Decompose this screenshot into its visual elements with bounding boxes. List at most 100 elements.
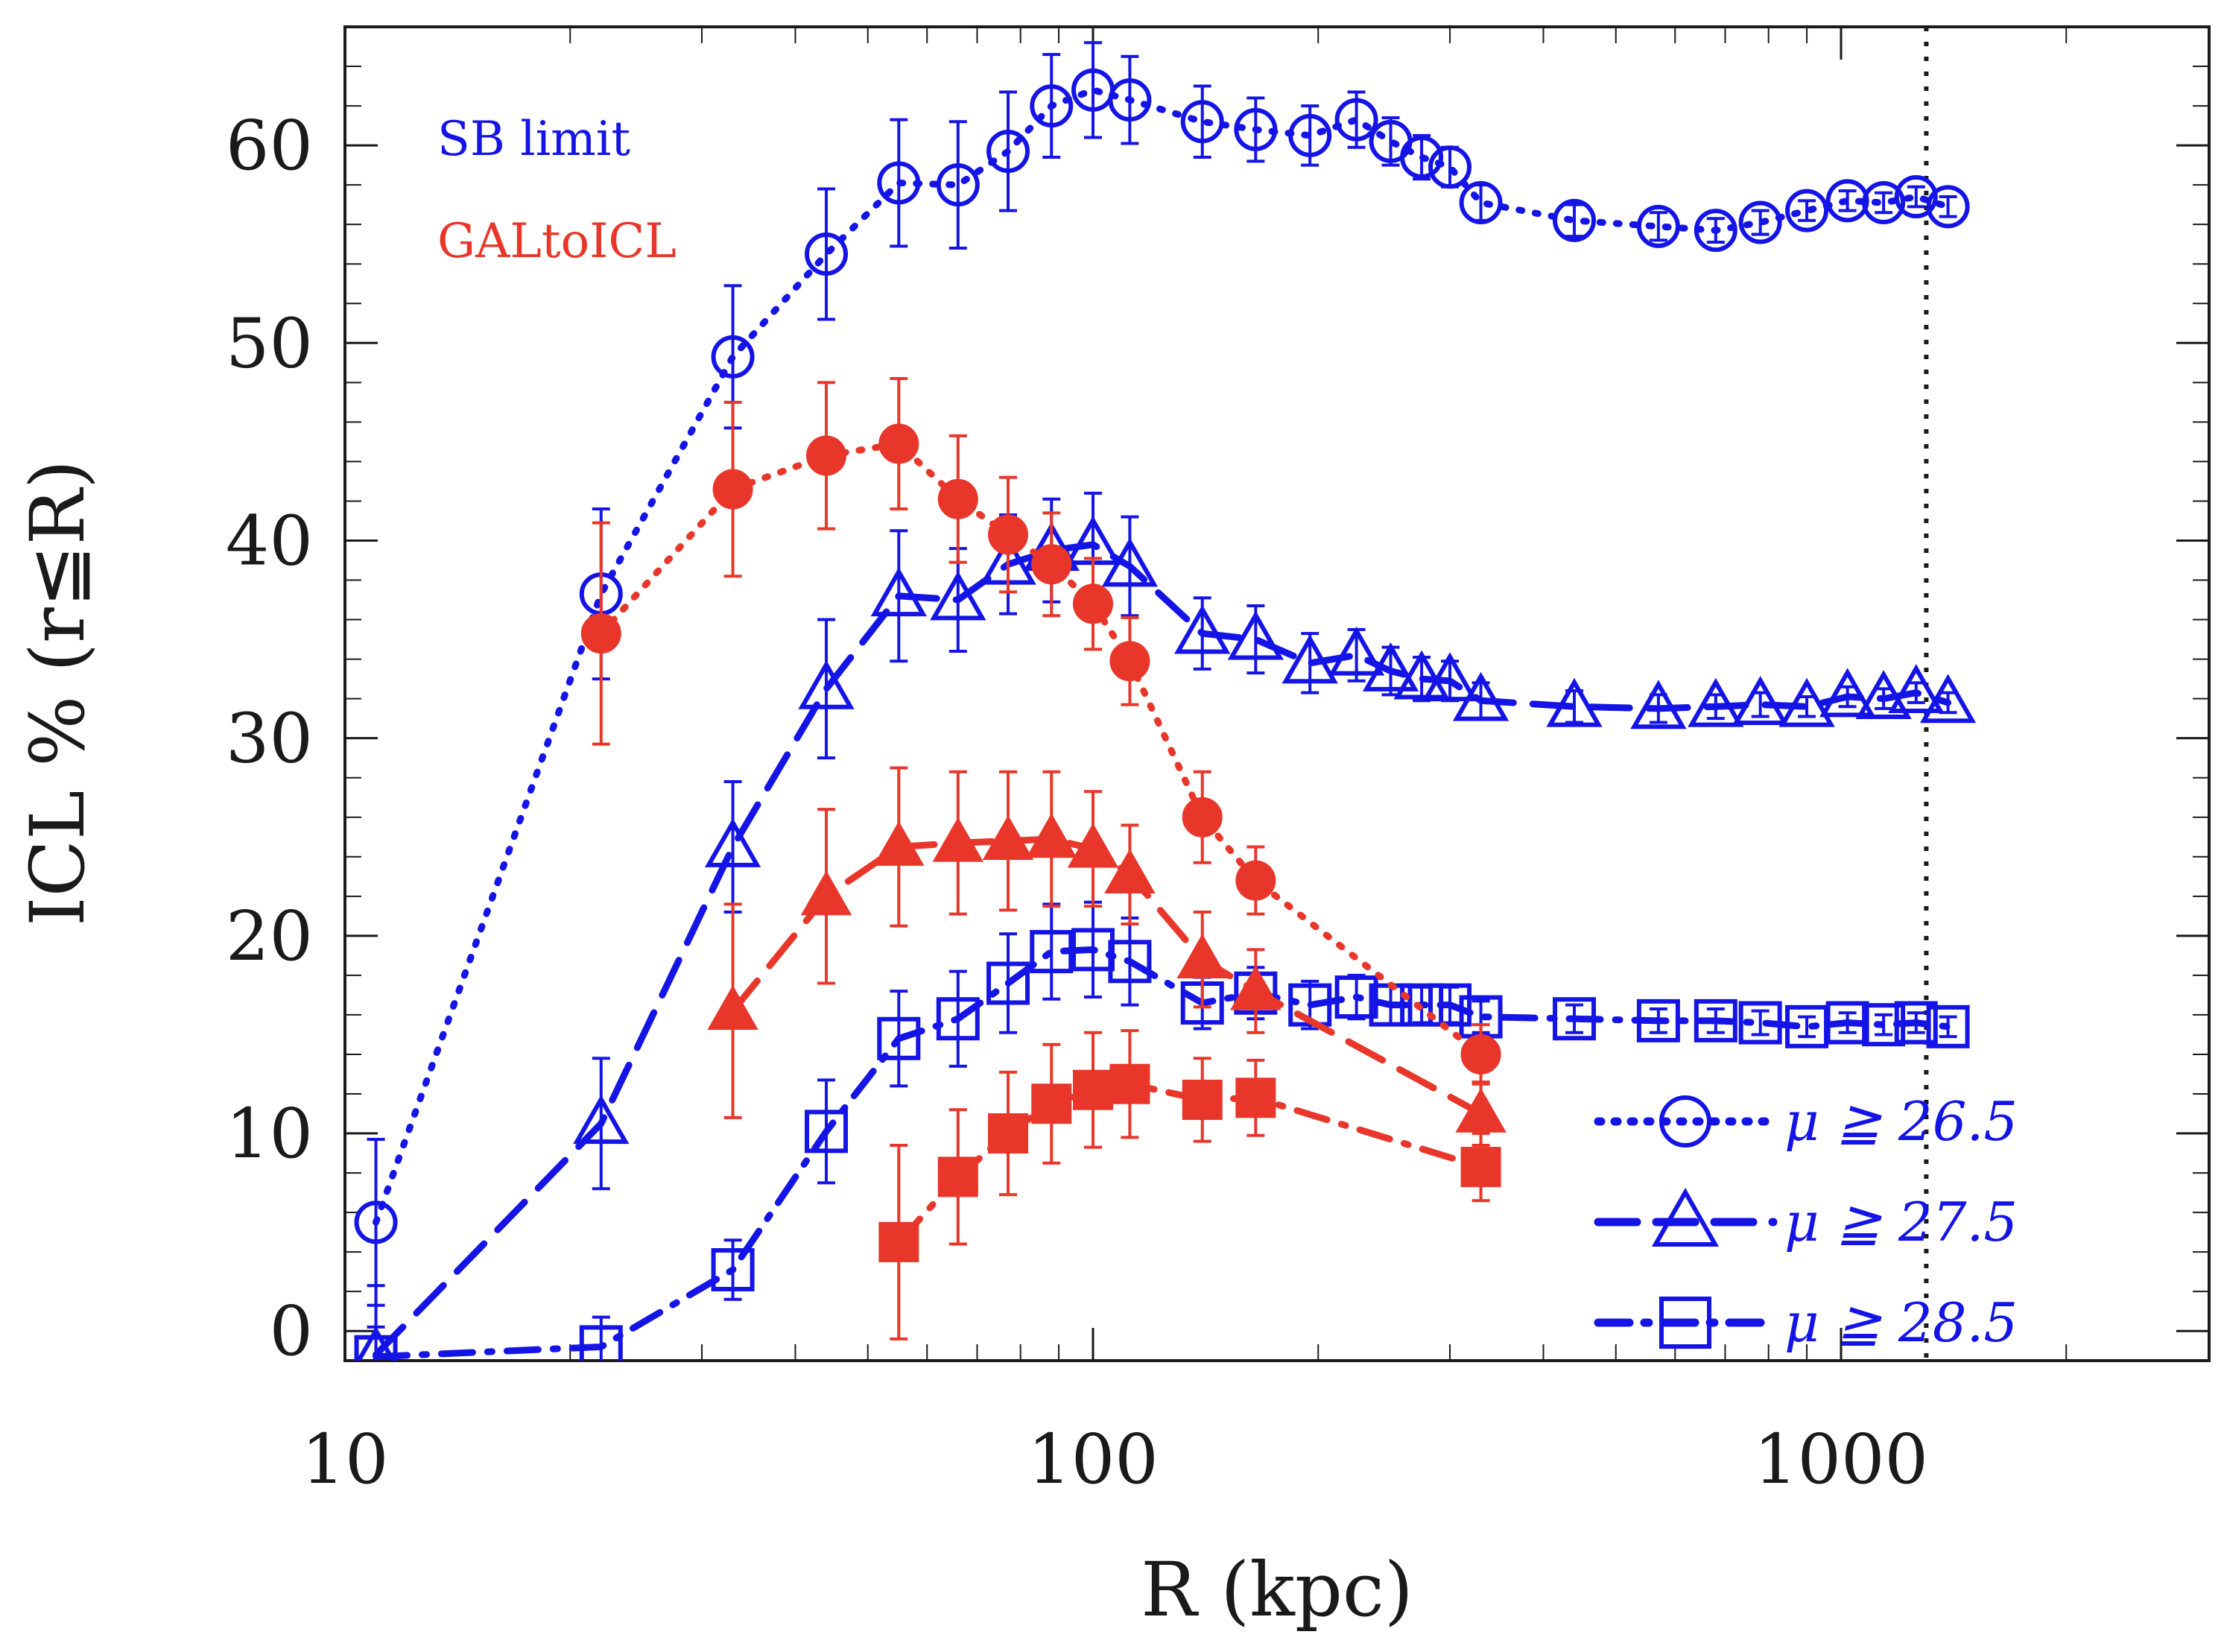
series-3	[354, 900, 1970, 1361]
data-point	[1862, 1003, 1906, 1047]
data-point	[1182, 797, 1223, 838]
error-bar	[1875, 1013, 1893, 1037]
data-point	[1553, 997, 1597, 1041]
data-point	[1452, 671, 1509, 721]
annotation-sb-limit: SB limit	[437, 112, 630, 167]
data-point	[1393, 650, 1450, 700]
data-point	[1182, 1079, 1223, 1120]
data-point	[355, 1326, 396, 1361]
error-bar	[1347, 973, 1366, 1021]
data-point	[1109, 641, 1150, 682]
annotation-galtoicl: GALtoICL	[437, 214, 677, 269]
error-bar	[1939, 195, 1957, 218]
data-point	[1026, 813, 1077, 858]
error-bar	[817, 187, 836, 321]
error-bar	[1838, 189, 1857, 212]
data-point	[1553, 198, 1597, 242]
data-point	[1460, 1034, 1501, 1075]
error-bar	[1193, 84, 1211, 159]
data-point	[1334, 98, 1378, 142]
data-point	[932, 817, 984, 862]
data-point	[1855, 670, 1912, 720]
data-point	[1894, 175, 1938, 219]
data-point	[1073, 1069, 1113, 1110]
data-point	[1778, 677, 1835, 727]
data-point	[1546, 677, 1603, 727]
data-point	[712, 469, 753, 510]
error-bar	[948, 547, 967, 653]
legend-label: μ ≧ 27.5	[1784, 1191, 2018, 1253]
data-point	[877, 161, 921, 205]
data-point	[1636, 999, 1680, 1042]
error-bar	[1751, 209, 1770, 236]
error-bar	[1649, 211, 1667, 242]
data-point	[1862, 181, 1906, 225]
error-bar	[1751, 1009, 1770, 1037]
legend-marker	[1651, 1187, 1720, 1247]
data-point	[354, 1200, 398, 1244]
data-point	[1694, 999, 1737, 1042]
data-point	[877, 1016, 921, 1060]
x-axis-title: R (kpc)	[1141, 1546, 1413, 1633]
data-point	[873, 821, 925, 866]
data-point	[1108, 78, 1152, 122]
data-point	[1422, 652, 1478, 702]
data-point	[988, 514, 1029, 555]
y-tick-label: 60	[226, 106, 313, 186]
data-point	[1101, 537, 1159, 587]
data-point	[711, 335, 755, 379]
data-point	[878, 1221, 919, 1262]
legend-item-2: μ ≧ 27.5	[1594, 1187, 2018, 1253]
series-layer	[354, 41, 1977, 1361]
data-point	[1732, 676, 1789, 725]
error-bar	[1907, 185, 1925, 209]
data-point	[1688, 677, 1744, 727]
data-point	[354, 1335, 398, 1361]
data-point	[707, 985, 758, 1030]
error-bar	[890, 529, 908, 663]
series-1	[354, 41, 1970, 1307]
legend-item-3: μ ≧ 28.5	[1594, 1291, 2018, 1354]
data-point	[936, 997, 980, 1041]
error-bar	[1798, 1015, 1816, 1039]
x-tick-label: 1000	[1754, 1420, 1928, 1499]
legend-marker	[1659, 1095, 1711, 1148]
error-bar	[1565, 203, 1584, 238]
error-bar	[1441, 145, 1460, 189]
error-bar	[1565, 1003, 1584, 1034]
data-point	[1785, 189, 1829, 232]
data-point	[1926, 1004, 1970, 1048]
error-bar	[1907, 1011, 1925, 1034]
data-point	[579, 1325, 623, 1361]
data-point	[1428, 983, 1472, 1027]
data-point	[1455, 1088, 1507, 1133]
legend-label: μ ≧ 26.5	[1784, 1090, 2018, 1153]
series-line	[373, 541, 1952, 1358]
data-point	[1459, 181, 1503, 225]
x-tick-label: 100	[1027, 1420, 1159, 1499]
data-point	[1926, 185, 1970, 229]
error-bar	[1875, 191, 1893, 215]
error-bar	[1246, 96, 1265, 163]
data-point	[1288, 113, 1332, 157]
data-point	[1825, 1001, 1869, 1045]
data-point	[1400, 136, 1444, 180]
data-point	[986, 961, 1030, 1005]
series-5	[707, 766, 1507, 1147]
data-point	[798, 659, 855, 709]
data-point	[1180, 100, 1224, 144]
error-bar	[817, 1078, 836, 1185]
error-bar	[1121, 54, 1139, 145]
data-point	[1235, 1077, 1276, 1118]
data-point	[805, 232, 849, 276]
error-bar	[890, 118, 908, 248]
series-4	[580, 377, 1501, 1086]
data-point	[1400, 983, 1444, 1027]
data-point	[1230, 965, 1282, 1010]
error-bar	[817, 618, 836, 760]
error-bar	[1798, 199, 1816, 222]
y-tick-label: 40	[226, 501, 313, 580]
x-tick-label: 10	[301, 1420, 388, 1499]
data-point	[805, 1110, 849, 1153]
